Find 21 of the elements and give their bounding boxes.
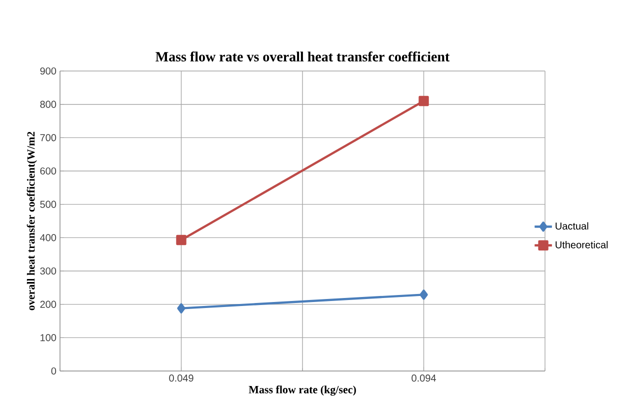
y-tick-label: 0 — [51, 367, 56, 375]
x-axis-title: Mass flow rate (kg/sec) — [248, 385, 356, 396]
x-tick-label: 0.094 — [412, 374, 436, 382]
y-tick-label: 700 — [40, 134, 56, 142]
point — [418, 96, 429, 106]
chart-title: Mass flow rate vs overall heat transfer coefficient — [156, 51, 450, 62]
y-tick-label: 300 — [40, 267, 56, 275]
y-tick-label: 600 — [40, 167, 56, 175]
x-tick-label: 0.049 — [169, 374, 194, 382]
y-tick-label: 400 — [40, 234, 56, 242]
legend-label: Uactual — [556, 222, 588, 230]
y-tick-label: 200 — [40, 300, 56, 308]
y-tick-label: 900 — [40, 67, 56, 75]
point — [177, 303, 186, 314]
y-tick-label: 500 — [40, 200, 56, 208]
point — [176, 234, 186, 246]
y-axis-title: overall heat transfer coefficient(W/m2 — [26, 132, 37, 310]
legend-label: Utheoretical — [556, 241, 608, 248]
point — [420, 290, 428, 300]
y-tick-label: 800 — [40, 100, 56, 108]
y-tick-label: 100 — [40, 334, 56, 342]
